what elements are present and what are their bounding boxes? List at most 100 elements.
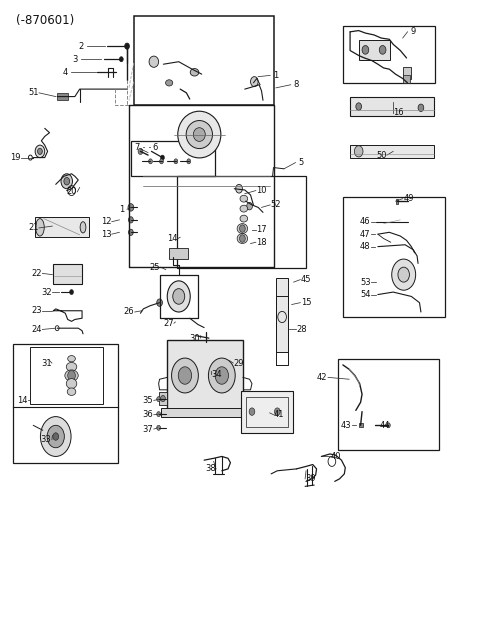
Circle shape	[249, 408, 255, 416]
Bar	[343, 26, 435, 83]
Text: 42: 42	[317, 373, 327, 382]
Circle shape	[418, 104, 424, 112]
Circle shape	[35, 145, 45, 158]
Circle shape	[47, 426, 64, 448]
Ellipse shape	[237, 233, 248, 243]
Text: 46: 46	[360, 217, 371, 227]
Text: 28: 28	[296, 325, 307, 334]
Circle shape	[37, 149, 42, 155]
Text: 22: 22	[31, 269, 42, 278]
Bar	[350, 97, 434, 116]
Text: 49: 49	[403, 194, 414, 203]
Text: 32: 32	[41, 288, 51, 296]
Ellipse shape	[68, 356, 75, 362]
Circle shape	[354, 146, 363, 157]
Bar	[169, 248, 188, 259]
Circle shape	[215, 367, 228, 384]
Bar	[359, 423, 362, 427]
Circle shape	[125, 43, 130, 49]
Circle shape	[160, 396, 165, 402]
Bar	[12, 344, 118, 462]
Circle shape	[53, 433, 59, 441]
Text: 23: 23	[31, 306, 42, 315]
Circle shape	[157, 299, 162, 306]
Text: 38: 38	[205, 464, 216, 474]
Text: 18: 18	[256, 238, 267, 246]
Text: 39: 39	[306, 474, 316, 484]
Bar	[35, 217, 89, 237]
Bar	[246, 397, 288, 427]
Bar	[134, 16, 275, 105]
Ellipse shape	[190, 69, 199, 76]
Text: 9: 9	[410, 27, 416, 36]
Circle shape	[64, 177, 70, 185]
Bar	[158, 392, 167, 406]
Circle shape	[187, 159, 191, 164]
Text: 14: 14	[17, 396, 27, 405]
Bar	[359, 40, 390, 60]
Ellipse shape	[240, 195, 248, 202]
Text: 16: 16	[394, 109, 404, 117]
Text: 17: 17	[256, 225, 267, 235]
Circle shape	[157, 426, 160, 431]
Text: 53: 53	[360, 278, 371, 286]
Ellipse shape	[240, 215, 248, 222]
Text: 36: 36	[143, 410, 154, 419]
Circle shape	[70, 290, 73, 295]
Text: 15: 15	[301, 298, 312, 307]
Circle shape	[61, 173, 72, 188]
Bar	[276, 278, 288, 353]
Text: 44: 44	[379, 421, 390, 430]
Ellipse shape	[166, 80, 173, 86]
Text: 37: 37	[143, 424, 154, 434]
Text: 45: 45	[301, 275, 312, 284]
Ellipse shape	[66, 379, 77, 389]
Circle shape	[149, 159, 153, 164]
Circle shape	[240, 225, 245, 232]
Text: 8: 8	[294, 80, 299, 89]
Text: 13: 13	[101, 230, 111, 238]
Circle shape	[128, 203, 134, 211]
Circle shape	[392, 259, 416, 290]
Circle shape	[208, 358, 235, 393]
Text: 3: 3	[72, 55, 78, 64]
Text: 12: 12	[101, 217, 111, 227]
Bar	[343, 197, 445, 317]
Ellipse shape	[240, 205, 248, 212]
Circle shape	[68, 371, 75, 381]
Ellipse shape	[80, 222, 86, 233]
Circle shape	[379, 46, 386, 54]
Circle shape	[251, 77, 258, 87]
Circle shape	[160, 155, 164, 160]
Circle shape	[398, 267, 409, 282]
Text: 27: 27	[163, 319, 174, 328]
Text: (-870601): (-870601)	[16, 14, 74, 27]
Bar	[403, 76, 410, 83]
Text: 24: 24	[31, 325, 42, 334]
Ellipse shape	[186, 120, 213, 149]
Circle shape	[236, 184, 242, 193]
Text: 21: 21	[28, 223, 38, 233]
Text: 5: 5	[299, 158, 304, 167]
Text: 30: 30	[189, 334, 200, 343]
Text: 7: 7	[134, 142, 140, 152]
Bar	[403, 67, 411, 79]
Circle shape	[240, 235, 245, 242]
Text: 43: 43	[341, 421, 351, 430]
Circle shape	[362, 46, 369, 54]
Ellipse shape	[36, 218, 44, 236]
Text: 33: 33	[41, 435, 51, 444]
Text: 41: 41	[274, 410, 285, 419]
Text: 35: 35	[143, 396, 154, 405]
Text: 34: 34	[212, 370, 222, 379]
Circle shape	[159, 159, 163, 164]
Text: 31: 31	[41, 359, 51, 368]
Circle shape	[386, 423, 390, 428]
Text: 1: 1	[273, 71, 278, 80]
Text: 54: 54	[360, 290, 371, 299]
Text: 10: 10	[256, 186, 267, 195]
Bar	[396, 198, 398, 203]
Text: 52: 52	[271, 200, 281, 210]
Bar	[177, 176, 306, 268]
Ellipse shape	[167, 281, 190, 312]
